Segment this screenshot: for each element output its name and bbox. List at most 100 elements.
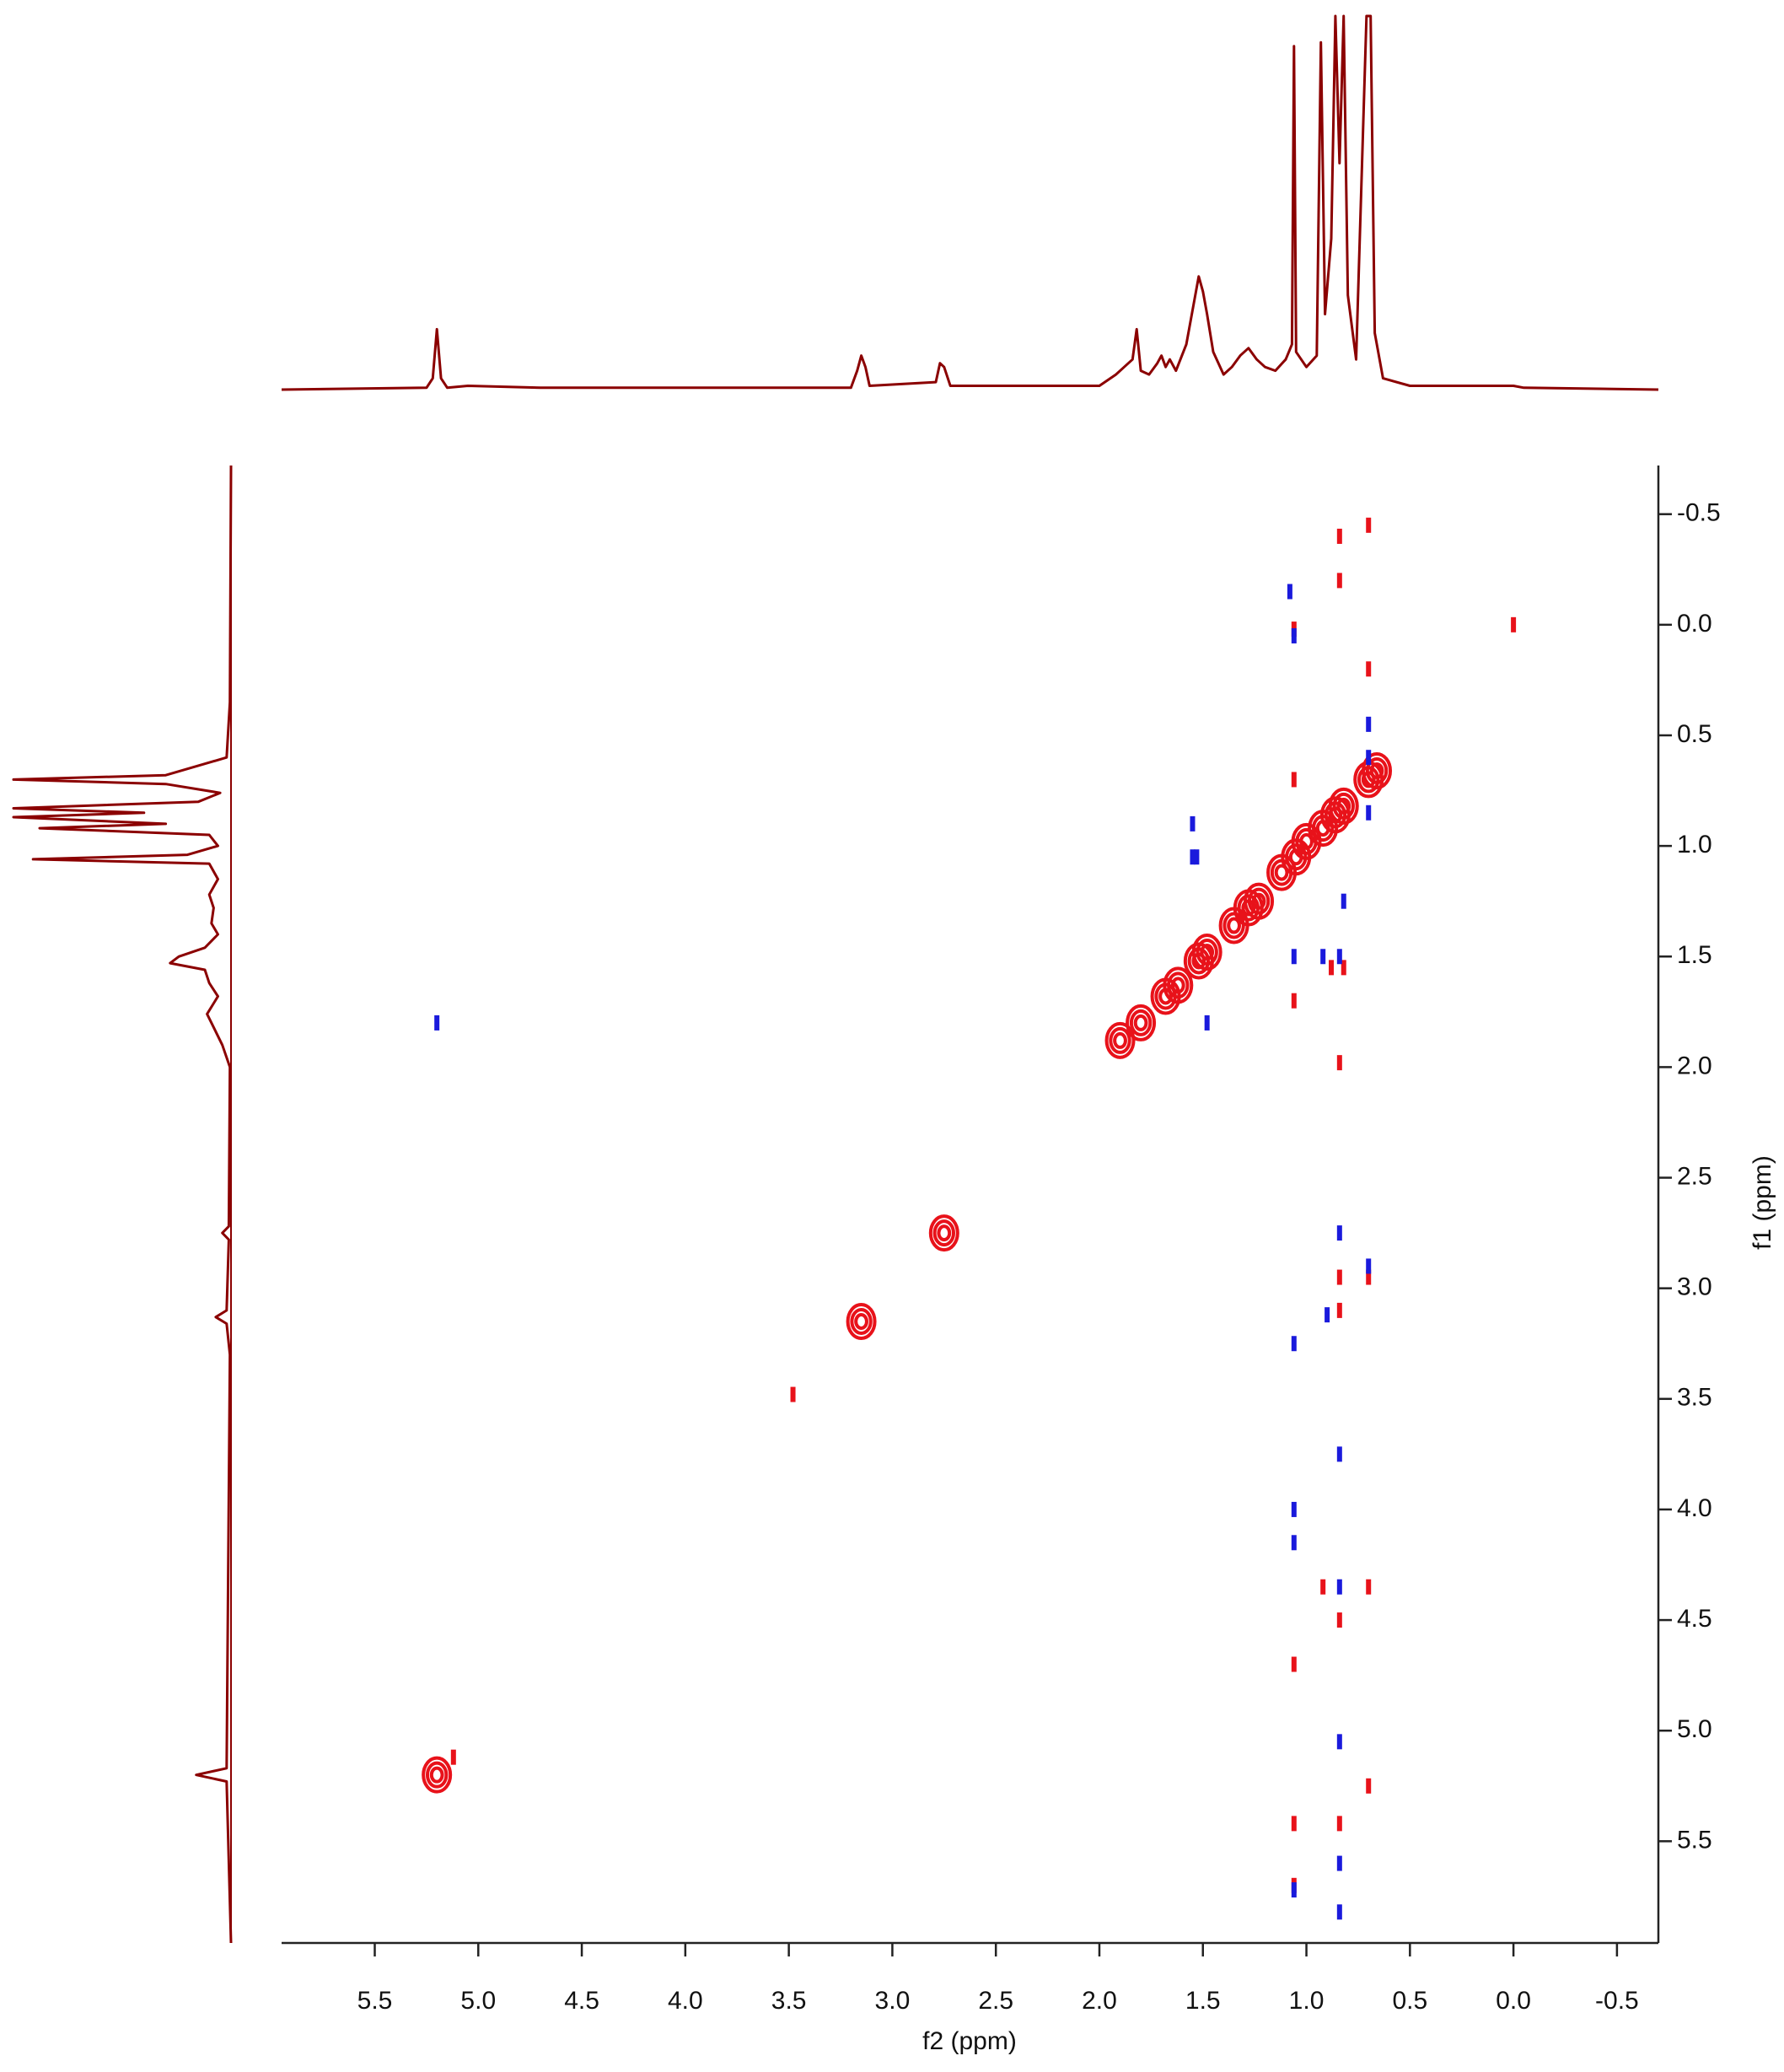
contour xyxy=(1274,864,1289,881)
y-tick-label: 0.5 xyxy=(1677,720,1712,748)
cross-peak xyxy=(1291,993,1297,1009)
contour xyxy=(1170,977,1185,994)
cross-peak xyxy=(1366,716,1372,732)
x-tick-label: 4.0 xyxy=(668,1987,703,2015)
cross-peak xyxy=(1194,849,1200,865)
contour xyxy=(1163,966,1194,1004)
cross-peak xyxy=(1328,787,1359,825)
x-tick-label: 5.5 xyxy=(357,1987,393,2015)
y-tick-label: 5.5 xyxy=(1677,1826,1712,1854)
cross-peak xyxy=(1336,1579,1342,1595)
contour xyxy=(846,1303,877,1341)
y-tick-label: 2.0 xyxy=(1677,1052,1712,1079)
y-tick-label: 3.0 xyxy=(1677,1273,1712,1301)
contour xyxy=(1336,797,1351,815)
cross-peak xyxy=(1336,1904,1342,1920)
cross-peak xyxy=(1336,1055,1342,1071)
y-tick-label: 4.0 xyxy=(1677,1494,1712,1522)
x-tick-label: 2.5 xyxy=(978,1987,1013,2015)
y-tick-label: 1.5 xyxy=(1677,941,1712,969)
contour xyxy=(937,1224,952,1242)
cross-peak xyxy=(1291,1501,1297,1517)
contour xyxy=(1222,912,1245,939)
cross-peak xyxy=(1190,849,1196,865)
cross-peak xyxy=(1336,1302,1342,1318)
cross-peak xyxy=(790,1386,796,1402)
contour xyxy=(1299,832,1314,850)
cross-peak xyxy=(1362,751,1393,789)
projection-spectrum xyxy=(12,465,233,1944)
cross-peak xyxy=(1291,1882,1297,1898)
cross-peak xyxy=(1291,1656,1297,1672)
contour xyxy=(1167,971,1190,999)
cross-peak xyxy=(1336,528,1342,544)
cross-peak xyxy=(1320,1579,1326,1595)
cross-peak xyxy=(1291,949,1297,965)
contour xyxy=(1365,756,1389,784)
contour xyxy=(932,1219,956,1247)
contour xyxy=(1244,882,1275,920)
contour xyxy=(1196,939,1218,966)
cross-peak xyxy=(1336,1612,1342,1628)
cross-peak xyxy=(846,1303,877,1341)
x-tick-label: 1.5 xyxy=(1185,1987,1221,2015)
cross-peak xyxy=(1191,934,1222,971)
cross-peak xyxy=(1366,1778,1372,1794)
cross-peak xyxy=(1366,661,1372,677)
contour xyxy=(1369,762,1384,779)
x-tick-label: 2.0 xyxy=(1082,1987,1117,2015)
contour xyxy=(854,1313,868,1331)
cross-peak xyxy=(1320,949,1326,965)
cross-peak xyxy=(1336,1269,1342,1285)
cross-peak xyxy=(1291,627,1297,643)
cross-peak xyxy=(422,1756,453,1794)
contour xyxy=(1126,1004,1157,1041)
contour xyxy=(1109,1026,1131,1054)
cross-peak xyxy=(450,1749,456,1765)
contour xyxy=(1328,787,1359,825)
contour xyxy=(1191,934,1222,971)
y-tick-label: -0.5 xyxy=(1677,499,1721,527)
cross-peak xyxy=(1366,517,1372,533)
contour xyxy=(1332,792,1355,820)
contour xyxy=(1129,1009,1153,1036)
cross-peak xyxy=(1511,616,1517,632)
contour xyxy=(1113,1031,1127,1049)
cross-peak xyxy=(1336,1855,1342,1871)
cross-peak xyxy=(1287,584,1292,600)
cross-peak xyxy=(1341,893,1346,909)
cross-peak xyxy=(1336,1816,1342,1832)
contour xyxy=(1251,892,1266,910)
x-tick-label: 5.0 xyxy=(460,1987,496,2015)
contour xyxy=(850,1308,873,1336)
cross-peak xyxy=(1366,805,1372,821)
cross-peak xyxy=(1291,1535,1297,1551)
cross-peak xyxy=(1329,960,1335,976)
cross-peak xyxy=(434,1014,440,1031)
cross-peak xyxy=(1336,949,1342,965)
contour xyxy=(1104,1021,1136,1059)
contour xyxy=(425,1761,449,1789)
cross-peak xyxy=(1291,772,1297,788)
x-tick-label: 3.0 xyxy=(875,1987,911,2015)
x-tick-label: 0.0 xyxy=(1496,1987,1531,2015)
contour xyxy=(429,1766,444,1784)
x-axis-label: f2 (ppm) xyxy=(922,2027,1017,2055)
cross-peak xyxy=(1366,750,1372,766)
cross-peak xyxy=(1291,1336,1297,1352)
contour xyxy=(1291,822,1322,860)
cross-peak xyxy=(1336,1225,1342,1241)
y-tick-label: 4.5 xyxy=(1677,1605,1712,1633)
cross-peak xyxy=(1336,1734,1342,1750)
contour xyxy=(1362,751,1393,789)
cross-peak xyxy=(1244,882,1275,920)
x-tick-label: 4.5 xyxy=(564,1987,599,2015)
cross-peak xyxy=(928,1214,959,1252)
cross-peak xyxy=(1126,1004,1157,1041)
y-tick-label: 3.5 xyxy=(1677,1384,1712,1412)
y-tick-label: 2.5 xyxy=(1677,1162,1712,1190)
cross-peak xyxy=(1336,573,1342,589)
projection-spectrum xyxy=(281,14,1659,391)
